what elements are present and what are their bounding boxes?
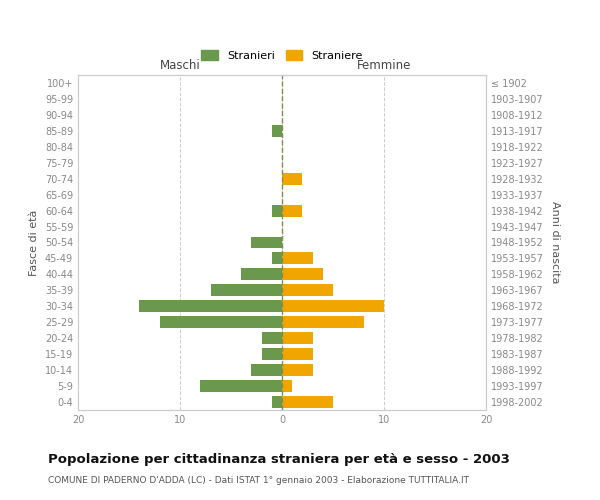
Bar bbox=[251, 364, 282, 376]
Bar bbox=[272, 125, 282, 137]
Legend: Stranieri, Straniere: Stranieri, Straniere bbox=[198, 47, 366, 64]
Bar bbox=[282, 364, 313, 376]
Text: Femmine: Femmine bbox=[357, 58, 411, 71]
Text: Maschi: Maschi bbox=[160, 58, 200, 71]
Bar bbox=[262, 332, 282, 344]
Text: COMUNE DI PADERNO D'ADDA (LC) - Dati ISTAT 1° gennaio 2003 - Elaborazione TUTTIT: COMUNE DI PADERNO D'ADDA (LC) - Dati IST… bbox=[48, 476, 469, 485]
Bar bbox=[282, 396, 333, 408]
Y-axis label: Fasce di età: Fasce di età bbox=[29, 210, 39, 276]
Bar bbox=[282, 380, 292, 392]
Bar bbox=[282, 316, 364, 328]
Y-axis label: Anni di nascita: Anni di nascita bbox=[550, 201, 560, 284]
Bar bbox=[282, 268, 323, 280]
Bar bbox=[251, 236, 282, 248]
Bar bbox=[282, 284, 333, 296]
Bar bbox=[282, 204, 302, 216]
Text: Popolazione per cittadinanza straniera per età e sesso - 2003: Popolazione per cittadinanza straniera p… bbox=[48, 452, 510, 466]
Bar bbox=[282, 348, 313, 360]
Bar bbox=[262, 348, 282, 360]
Bar bbox=[282, 332, 313, 344]
Bar bbox=[160, 316, 282, 328]
Bar bbox=[200, 380, 282, 392]
Bar bbox=[139, 300, 282, 312]
Bar bbox=[211, 284, 282, 296]
Bar bbox=[272, 252, 282, 264]
Bar bbox=[241, 268, 282, 280]
Bar bbox=[282, 172, 302, 184]
Bar bbox=[282, 300, 384, 312]
Bar bbox=[272, 396, 282, 408]
Bar bbox=[282, 252, 313, 264]
Bar bbox=[272, 204, 282, 216]
